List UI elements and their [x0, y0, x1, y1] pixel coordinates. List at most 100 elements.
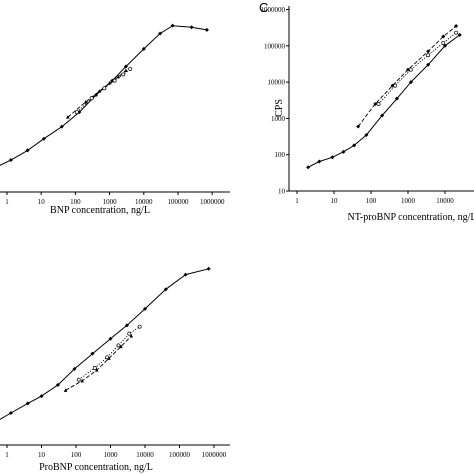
data-point	[59, 124, 64, 129]
data-point	[443, 43, 447, 48]
data-point	[102, 86, 107, 91]
data-point	[441, 40, 446, 45]
x-tick-label: 1000	[103, 198, 118, 206]
series-solid	[0, 266, 211, 420]
data-point	[426, 62, 431, 67]
data-point	[457, 32, 462, 37]
data-point	[127, 331, 132, 336]
y-tick-label: 10000	[268, 79, 286, 87]
data-point	[364, 132, 369, 137]
data-point	[189, 25, 194, 30]
data-point	[105, 355, 110, 360]
data-point	[74, 110, 79, 115]
x-tick-label: 100	[70, 198, 81, 206]
data-point	[116, 74, 121, 79]
series-solid	[306, 32, 462, 170]
series-dotted	[74, 66, 133, 115]
series-dotted	[76, 324, 142, 382]
x-tick-label: 100	[366, 197, 377, 205]
data-point	[408, 67, 413, 72]
x-axis-label: ProBNP concentration, ng/L	[39, 462, 153, 473]
data-point	[116, 343, 121, 348]
x-tick-label: 1	[5, 198, 9, 206]
data-point	[390, 83, 395, 88]
data-point	[426, 49, 431, 54]
x-tick-label: 100	[71, 451, 82, 459]
series-dashed	[356, 24, 459, 129]
x-tick-label: 10	[38, 198, 46, 206]
data-point	[8, 158, 13, 163]
data-point	[137, 324, 142, 329]
x-tick-label: 10	[331, 197, 339, 205]
data-point	[394, 96, 399, 101]
y-tick-label: 1000000	[261, 6, 286, 14]
data-point	[107, 80, 112, 85]
x-tick-label: 100000	[168, 198, 190, 206]
series-line	[78, 326, 140, 381]
data-point	[352, 143, 357, 148]
data-point	[55, 382, 60, 387]
data-point	[94, 368, 99, 372]
data-point	[83, 99, 88, 104]
data-point	[183, 272, 188, 277]
y-tick-label: 1000	[271, 115, 286, 123]
data-point	[25, 148, 30, 153]
series-line	[357, 25, 457, 127]
data-point	[25, 401, 30, 406]
data-point	[408, 80, 413, 85]
data-point	[317, 159, 322, 164]
data-point	[330, 155, 335, 160]
data-point	[112, 78, 117, 83]
data-point	[66, 115, 70, 119]
x-tick-label: 1000	[401, 197, 416, 205]
x-tick-label: 1000	[104, 451, 119, 459]
data-point	[121, 72, 126, 77]
data-point	[163, 287, 168, 292]
series-dashed	[63, 333, 134, 392]
x-tick-label: 100000	[169, 451, 191, 459]
data-point	[158, 31, 163, 36]
data-point	[373, 101, 378, 106]
x-tick-label: 1	[295, 197, 299, 205]
data-point	[108, 336, 113, 341]
data-point	[454, 24, 459, 29]
data-point	[124, 323, 129, 328]
y-tick-label: 10	[278, 188, 286, 196]
data-point	[143, 306, 147, 311]
data-point	[454, 30, 459, 35]
y-tick-label: 100000	[264, 42, 286, 50]
series-line	[307, 34, 460, 168]
panel-letter: C	[259, 0, 268, 15]
data-point	[8, 411, 13, 416]
x-tick-label: 1	[5, 451, 9, 459]
data-point	[306, 165, 311, 170]
data-point	[426, 53, 431, 58]
data-point	[92, 366, 97, 370]
data-point	[72, 367, 77, 372]
series-line	[67, 70, 127, 118]
panel-c: 1 10 100 1000 10000 10 100 1000 10000 100000 10000…	[259, 0, 474, 223]
series-line	[0, 268, 209, 420]
x-axis-label: BNP concentration, ng/L	[50, 205, 150, 216]
data-point	[441, 34, 446, 39]
data-point	[380, 113, 385, 118]
data-point	[128, 66, 133, 71]
data-point	[119, 344, 123, 349]
data-point	[39, 394, 44, 399]
series-solid	[0, 23, 209, 166]
series-line	[76, 68, 131, 113]
data-point	[63, 388, 68, 392]
series-line	[65, 335, 132, 391]
data-point	[41, 136, 46, 141]
x-tick-label: 1000000	[200, 198, 225, 206]
x-axis-label: NT-proBNP concentration, ng/L	[348, 212, 474, 223]
series-dotted	[376, 30, 459, 106]
data-point	[80, 378, 84, 383]
data-point	[204, 27, 209, 32]
data-point	[141, 46, 146, 51]
series-line	[378, 32, 457, 105]
data-point	[356, 124, 361, 129]
data-point	[341, 149, 346, 154]
data-point	[376, 102, 381, 106]
